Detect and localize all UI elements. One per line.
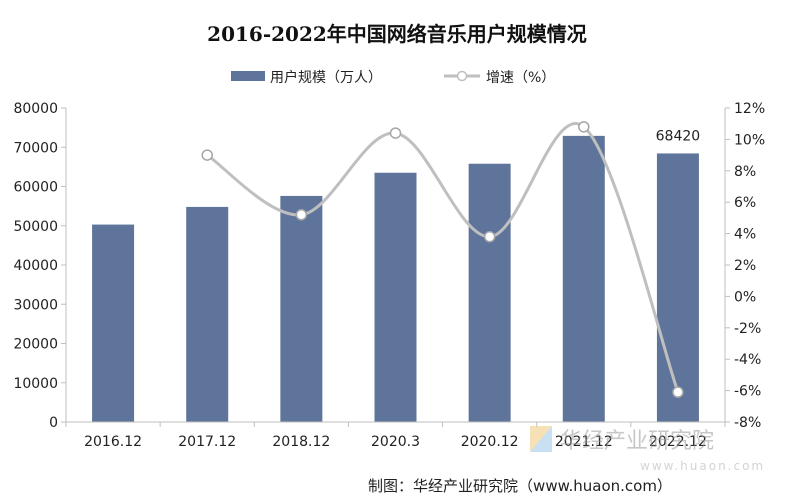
bar-2020-12 — [468, 163, 511, 423]
legend: 用户规模（万人） 增速（%） — [231, 69, 555, 86]
left-tick-label: 10000 — [13, 376, 58, 392]
x-tick-label: 2021.12 — [555, 434, 613, 450]
left-tick-label: 40000 — [13, 258, 58, 274]
right-tick-label: 6% — [734, 195, 756, 211]
right-axis: -8% -6% -4% -2% 0% 2% 4% 6% 8% 10% 12% — [724, 101, 765, 431]
bar-2021-12 — [562, 135, 605, 422]
right-tick-label: 4% — [734, 227, 756, 243]
legend-line-marker — [456, 70, 468, 82]
left-tick-label: 80000 — [13, 101, 58, 117]
watermark: 华经产业研究院 www.huaon.com — [530, 426, 765, 473]
source-note: 制图：华经产业研究院（www.huaon.com） — [368, 477, 672, 495]
growth-point-2020-12 — [483, 230, 496, 243]
growth-point-2021-12 — [578, 121, 590, 133]
right-tick-label: 8% — [734, 164, 756, 180]
bar-data-label: 68420 — [656, 128, 701, 144]
chart-title: 2016-2022年中国网络音乐用户规模情况 — [207, 22, 587, 46]
x-tick-label: 2022.12 — [649, 434, 707, 450]
right-tick-label: 10% — [734, 132, 765, 148]
left-tick-label: 50000 — [13, 219, 58, 235]
bar-2020-3 — [374, 172, 417, 422]
x-tick-label: 2020.3 — [371, 434, 420, 450]
bar-2018-12 — [280, 195, 323, 422]
bar-2022-12 — [656, 153, 699, 422]
growth-line — [205, 122, 680, 394]
bar-series — [92, 135, 699, 423]
right-tick-label: 12% — [734, 101, 765, 117]
right-tick-label: 2% — [734, 258, 756, 274]
x-tick-label: 2016.12 — [84, 434, 142, 450]
left-tick-label: 0 — [49, 415, 58, 431]
data-labels: 68420 — [656, 128, 701, 144]
growth-point-2020-3 — [389, 127, 402, 139]
x-axis: 2016.12 2017.12 2018.12 2020.3 2020.12 2021.1… — [65, 421, 726, 450]
bar-2016-12 — [92, 224, 135, 422]
left-tick-label: 30000 — [13, 297, 58, 313]
right-tick-label: 0% — [734, 289, 756, 305]
left-axis: 0 10000 20000 30000 40000 50000 60000 70000 8000… — [13, 101, 67, 431]
right-tick-label: -2% — [734, 321, 761, 337]
left-tick-label: 20000 — [13, 337, 58, 353]
bar-2017-12 — [186, 206, 229, 422]
right-tick-label: -4% — [734, 352, 761, 368]
left-tick-label: 70000 — [13, 140, 58, 156]
x-tick-label: 2017.12 — [178, 434, 236, 450]
growth-point-2022-12 — [672, 386, 684, 398]
right-tick-label: -8% — [734, 415, 761, 431]
right-tick-label: -6% — [734, 384, 761, 400]
x-tick-label: 2020.12 — [461, 434, 519, 450]
legend-line-label: 增速（%） — [486, 70, 555, 86]
watermark-logo-accent — [530, 426, 552, 452]
line-series — [201, 121, 684, 398]
left-tick-label: 60000 — [13, 180, 58, 196]
growth-point-2017-12 — [201, 149, 213, 161]
x-tick-label: 2018.12 — [272, 434, 330, 450]
legend-bar-swatch — [231, 71, 265, 81]
growth-point-2018-12 — [295, 209, 308, 221]
watermark-url: www.huaon.com — [640, 459, 765, 473]
watermark-name: 华经产业研究院 — [560, 429, 714, 454]
legend-bar-label: 用户规模（万人） — [270, 69, 382, 86]
